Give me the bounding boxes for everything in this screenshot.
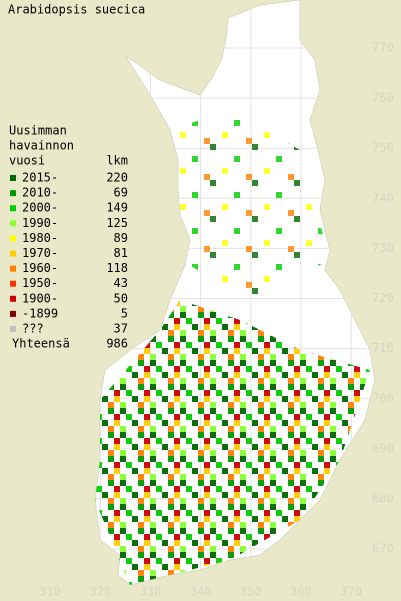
x-axis-label: 330 [140, 585, 162, 599]
legend-count: 125 [106, 216, 128, 230]
legend-label: ??? [22, 322, 44, 336]
legend-swatch [10, 220, 16, 227]
legend-count-header: lkm [106, 154, 128, 168]
map-title: Arabidopsis suecica [8, 3, 145, 17]
legend-label: 2015- [22, 171, 58, 185]
y-axis-label: 730 [372, 241, 394, 255]
x-axis-label: 310 [39, 585, 61, 599]
y-axis-label: 700 [372, 391, 394, 405]
x-axis-label: 360 [290, 585, 312, 599]
x-axis-label: 340 [190, 585, 212, 599]
y-axis-label: 710 [372, 341, 394, 355]
y-axis-label: 690 [372, 441, 394, 455]
x-axis-label: 350 [240, 585, 262, 599]
x-axis-label: 370 [340, 585, 362, 599]
y-axis-label: 740 [372, 191, 394, 205]
legend-swatch [10, 190, 16, 197]
legend-swatch [10, 310, 16, 317]
observation-squares-south [95, 300, 370, 585]
legend-count: 5 [121, 306, 128, 320]
y-axis-label: 680 [372, 491, 394, 505]
legend-label: 2010- [22, 186, 58, 200]
y-axis-label: 720 [372, 291, 394, 305]
legend-swatch [10, 326, 16, 332]
legend-count: 50 [114, 291, 128, 305]
legend-count: 118 [106, 261, 128, 275]
legend-label: 1960- [22, 261, 58, 275]
legend-label: 1900- [22, 291, 58, 305]
y-axis-label: 760 [372, 91, 394, 105]
legend-label: 1980- [22, 231, 58, 245]
legend-swatch [10, 295, 16, 302]
legend-swatch [10, 205, 16, 212]
x-axis-label: 320 [89, 585, 111, 599]
legend-count: 69 [114, 186, 128, 200]
axes: 770 760 750 740 730 720 710 700 690 680 670 310 320 3… [39, 41, 394, 599]
legend-header: havainnon [9, 139, 74, 153]
legend-count: 220 [106, 171, 128, 185]
legend-swatch [10, 250, 16, 257]
y-axis-label: 670 [372, 542, 394, 556]
legend-count: 43 [114, 276, 128, 290]
y-axis-label: 750 [372, 141, 394, 155]
y-axis-label: 770 [372, 41, 394, 55]
observation-squares-north [170, 110, 330, 300]
legend-label: 2000- [22, 201, 58, 215]
legend-swatch [10, 175, 16, 181]
legend-swatch [10, 235, 16, 242]
legend: 2015- 220 2010- 69 2000- 149 1990- 125 1980- 89 19… [10, 171, 128, 351]
legend-header: vuosi [9, 154, 45, 168]
legend-total-label: Yhteensä [12, 337, 70, 351]
legend-total-count: 986 [106, 337, 128, 351]
legend-count: 81 [114, 246, 128, 260]
legend-label: 1990- [22, 216, 58, 230]
legend-label: 1970- [22, 246, 58, 260]
legend-label: 1950- [22, 276, 58, 290]
legend-swatch [10, 280, 16, 287]
legend-count: 37 [114, 322, 128, 336]
legend-header: Uusimman [9, 124, 67, 138]
legend-count: 149 [106, 201, 128, 215]
legend-swatch [10, 265, 16, 272]
legend-count: 89 [114, 231, 128, 245]
legend-label: -1899 [22, 306, 58, 320]
